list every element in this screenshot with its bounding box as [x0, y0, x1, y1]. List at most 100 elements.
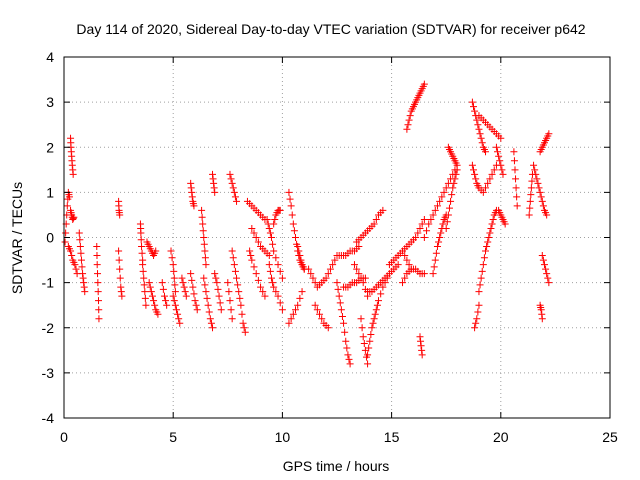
- data-point: [65, 193, 73, 201]
- data-point: [118, 292, 126, 300]
- data-point: [318, 315, 326, 323]
- data-point: [209, 175, 217, 183]
- data-point: [307, 270, 315, 278]
- data-point: [276, 267, 284, 275]
- y-tick-label: -3: [42, 365, 55, 381]
- data-point: [188, 276, 196, 284]
- data-point: [226, 297, 234, 305]
- data-point: [115, 247, 123, 255]
- data-point: [200, 274, 208, 282]
- data-point: [201, 281, 209, 289]
- data-point: [485, 234, 493, 241]
- data-point: [369, 319, 377, 327]
- data-point: [193, 306, 201, 314]
- data-point: [438, 193, 446, 201]
- data-point: [418, 351, 426, 359]
- data-point: [259, 288, 267, 296]
- grid-lines: [64, 57, 610, 418]
- data-point: [336, 299, 344, 307]
- data-point: [285, 319, 293, 327]
- data-point: [450, 179, 458, 187]
- data-point: [440, 188, 448, 196]
- data-point: [79, 270, 87, 278]
- y-tick-label: 2: [46, 139, 54, 155]
- data-point: [78, 263, 86, 271]
- data-point: [140, 274, 148, 282]
- data-point: [483, 243, 491, 251]
- data-point: [479, 188, 487, 196]
- data-point: [418, 220, 426, 228]
- data-point: [201, 247, 209, 255]
- data-point: [540, 261, 548, 269]
- data-point: [495, 152, 503, 160]
- data-point: [137, 236, 145, 244]
- data-point: [472, 175, 480, 183]
- data-point: [267, 274, 275, 282]
- y-tick-label: -1: [42, 275, 55, 291]
- data-point: [263, 215, 271, 223]
- data-point: [492, 143, 500, 151]
- data-point: [228, 315, 236, 323]
- data-point: [211, 188, 219, 196]
- data-point: [146, 283, 154, 291]
- data-point: [510, 148, 518, 156]
- data-point: [180, 283, 188, 291]
- data-point: [202, 261, 210, 269]
- data-point: [288, 211, 296, 219]
- data-point: [528, 177, 536, 185]
- data-point: [215, 292, 223, 300]
- data-point: [366, 337, 374, 345]
- data-point: [233, 197, 241, 205]
- data-point: [237, 301, 245, 309]
- data-point: [67, 247, 75, 255]
- data-point: [139, 261, 147, 269]
- data-point: [368, 324, 376, 332]
- data-point: [501, 220, 509, 228]
- data-point: [471, 324, 479, 332]
- data-point: [142, 301, 150, 309]
- data-point: [117, 283, 125, 291]
- data-point: [227, 306, 235, 314]
- data-point: [536, 188, 544, 196]
- data-point: [453, 161, 461, 169]
- data-point: [442, 224, 450, 232]
- data-point: [79, 274, 87, 282]
- data-point: [526, 197, 534, 205]
- data-point: [359, 279, 367, 287]
- y-tick-label: 0: [46, 230, 54, 246]
- data-point: [296, 252, 304, 260]
- data-point: [269, 279, 277, 287]
- data-point: [287, 202, 295, 210]
- data-point: [77, 249, 85, 257]
- data-point: [63, 202, 71, 210]
- data-point: [209, 170, 217, 178]
- data-point: [210, 184, 218, 192]
- data-point: [209, 324, 217, 332]
- data-point: [292, 306, 300, 314]
- data-point: [71, 261, 79, 269]
- data-point: [94, 279, 102, 287]
- data-point: [484, 238, 492, 246]
- data-point: [206, 315, 214, 323]
- data-point: [170, 267, 178, 275]
- data-point: [203, 294, 211, 302]
- data-point: [294, 301, 302, 309]
- data-point: [169, 261, 177, 269]
- data-point: [278, 306, 286, 314]
- data-point: [287, 315, 295, 323]
- data-point: [372, 306, 380, 314]
- data-point: [430, 263, 438, 271]
- data-point: [152, 247, 160, 255]
- data-point: [246, 247, 254, 255]
- data-point: [187, 184, 195, 192]
- data-point: [239, 319, 247, 327]
- data-point: [473, 116, 481, 124]
- data-point: [355, 243, 363, 251]
- data-point: [445, 204, 453, 212]
- data-point: [148, 292, 156, 300]
- data-point: [172, 306, 180, 314]
- data-point: [496, 157, 504, 165]
- data-point: [230, 261, 238, 269]
- x-tick-label: 20: [493, 429, 509, 445]
- data-point: [420, 234, 428, 241]
